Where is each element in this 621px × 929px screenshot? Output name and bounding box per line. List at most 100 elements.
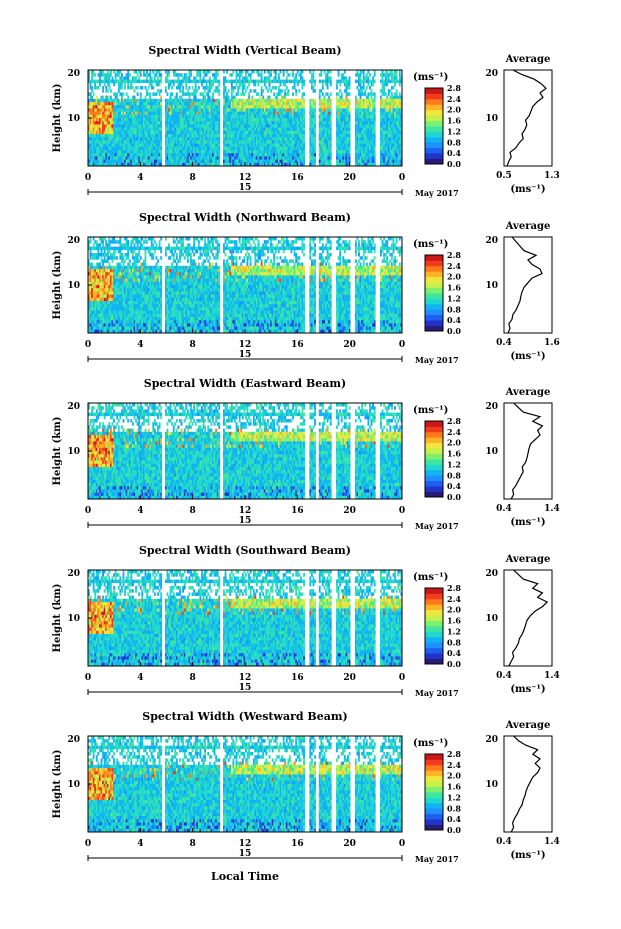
heatmap-cell: [91, 89, 93, 93]
heatmap-cell: [364, 92, 366, 96]
heatmap-cell: [363, 70, 365, 74]
heatmap-cell: [237, 92, 239, 96]
heatmap-cell: [302, 76, 304, 80]
heatmap-cell: [280, 70, 282, 74]
heatmap-cell: [374, 108, 376, 112]
heatmap-cell: [295, 89, 297, 93]
heatmap-cell: [341, 96, 343, 100]
heatmap-cell: [374, 144, 376, 148]
heatmap-cell: [217, 73, 219, 77]
heatmap-cell: [399, 92, 401, 96]
colorbar-tick-label: 1.6: [447, 116, 461, 126]
heatmap-cell: [160, 112, 162, 116]
heatmap-cell: [286, 76, 288, 80]
heatmap-cell: [240, 73, 242, 77]
heatmap-cell: [396, 89, 398, 93]
heatmap-cell: [330, 108, 332, 112]
heatmap-cell: [349, 99, 351, 103]
heatmap-cell: [93, 92, 95, 96]
heatmap-cell: [262, 89, 264, 93]
heatmap-cell: [123, 92, 125, 96]
heatmap-cell: [320, 70, 322, 74]
heatmap-cell: [314, 80, 316, 84]
heatmap-cell: [330, 156, 332, 160]
heatmap-cell: [314, 150, 316, 154]
beam-panel-0: Spectral Width (Vertical Beam)0 4 8 12 16 20 0…: [52, 44, 560, 198]
y-axis-label: Height (km): [52, 84, 63, 153]
heatmap-cell: [135, 76, 137, 80]
heatmap-cell: [112, 76, 114, 80]
heatmap-cell: [157, 76, 159, 80]
heatmap-cell: [374, 96, 376, 100]
colorbar-tick-label: 2.0: [447, 105, 461, 115]
heatmap-cell: [344, 70, 346, 74]
heatmap-cell: [295, 73, 297, 77]
heatmap-cell: [156, 92, 158, 96]
heatmap-cell: [314, 121, 316, 125]
heatmap-cell: [349, 108, 351, 112]
heatmap-cell: [99, 263, 101, 267]
heatmap-cell: [303, 140, 305, 144]
heatmap-cell: [303, 115, 305, 119]
heatmap-cell: [309, 70, 311, 74]
heatmap-cell: [91, 76, 93, 80]
heatmap-cell: [160, 105, 162, 109]
heatmap-cell: [91, 86, 93, 90]
heatmap-cell: [399, 73, 401, 77]
beam-panels: Spectral Width (Vertical Beam)0 4 8 12 16 20 0…: [52, 44, 560, 864]
heatmap-cell: [196, 89, 198, 93]
heatmap-cell: [396, 73, 398, 77]
heatmap-cell: [367, 70, 369, 74]
heatmap-cells: [88, 237, 402, 333]
heatmap-cell: [281, 89, 283, 93]
heatmap-cell: [330, 99, 332, 103]
heatmap-cell: [313, 70, 315, 74]
heatmap-cell: [374, 128, 376, 132]
heatmap-cell: [110, 73, 112, 77]
heatmap-cell: [261, 86, 263, 90]
heatmap-cell: [137, 73, 139, 77]
heatmap-cell: [113, 83, 115, 87]
x-tick-label: 16: [291, 173, 304, 183]
heatmap-cell: [140, 70, 142, 74]
heatmap-cell: [345, 89, 347, 93]
heatmap-cell: [160, 73, 162, 77]
heatmap-cell: [394, 83, 396, 87]
heatmap-cell: [160, 99, 162, 103]
heatmap-cell: [374, 92, 376, 96]
heatmap-cell: [226, 70, 228, 74]
heatmap-cell: [275, 73, 277, 77]
heatmap-cell: [218, 80, 220, 84]
heatmap-cell: [314, 160, 316, 164]
heatmap-cell: [349, 144, 351, 148]
colorbar-swatch: [425, 131, 443, 137]
heatmap-cell: [110, 70, 112, 74]
heatmap-cell: [171, 92, 173, 96]
heatmap-cell: [130, 83, 132, 87]
heatmap-cell: [319, 92, 321, 96]
heatmap-cell: [149, 70, 151, 74]
heatmap-cell: [330, 83, 332, 87]
heatmap-cell: [330, 102, 332, 106]
heatmap-cell: [330, 134, 332, 138]
heatmap-cell: [239, 86, 241, 90]
heatmap-cell: [253, 70, 255, 74]
heatmap-cell: [176, 96, 178, 100]
heatmap-cell: [199, 73, 201, 77]
heatmap-cell: [218, 102, 220, 106]
heatmap-cell: [124, 86, 126, 90]
heatmap-cell: [250, 89, 252, 93]
heatmap-cell: [149, 73, 151, 77]
heatmap-cell: [372, 76, 374, 80]
heatmap-cell: [188, 96, 190, 100]
heatmap-cell: [107, 89, 109, 93]
heatmap-cell: [383, 89, 385, 93]
heatmap-cell: [223, 92, 225, 96]
heatmap-cell: [314, 124, 316, 128]
colorbar-tick-label: 2.8: [447, 83, 461, 93]
heatmap-cell: [314, 105, 316, 109]
heatmap-cell: [300, 73, 302, 77]
heatmap-cell: [251, 96, 253, 100]
beam-panel-1: Spectral Width (Northward Beam)0 4 8 12 16 20…: [52, 211, 560, 365]
heatmap-cell: [261, 92, 263, 96]
